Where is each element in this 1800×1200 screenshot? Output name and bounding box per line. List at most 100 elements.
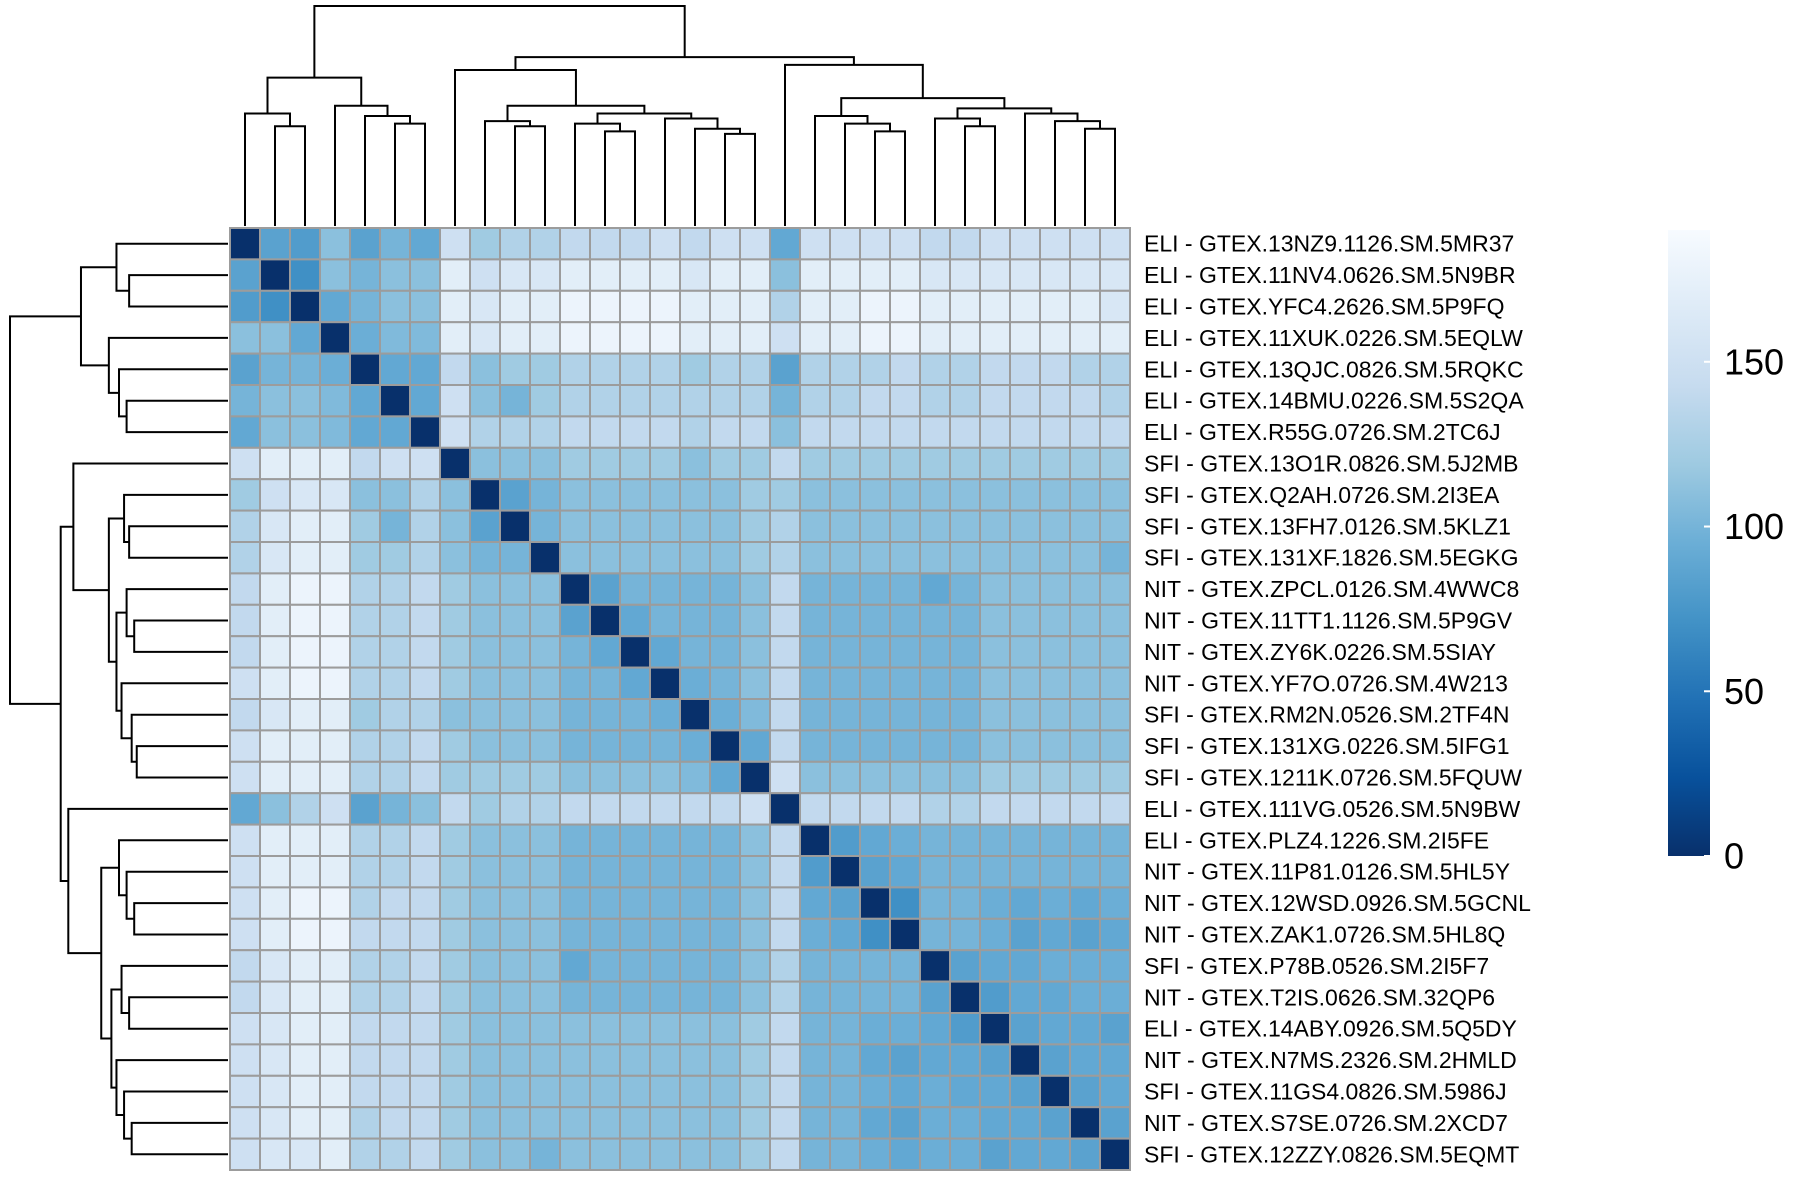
- heatmap-cell: [739, 321, 771, 355]
- heatmap-cell: [529, 446, 561, 481]
- heatmap-cell: [1039, 478, 1071, 512]
- heatmap-cell: [1099, 1106, 1131, 1140]
- heatmap-cell: [649, 886, 681, 920]
- heatmap-cell: [529, 227, 561, 261]
- heatmap-cell: [859, 1137, 891, 1171]
- heatmap-cell: [949, 258, 981, 292]
- heatmap-cell: [589, 823, 621, 857]
- heatmap-cell: [799, 509, 831, 544]
- heatmap-cell: [649, 446, 681, 481]
- heatmap-cell: [349, 792, 381, 826]
- heatmap-cell: [1069, 823, 1101, 857]
- heatmap-cell: [439, 886, 471, 920]
- row-label: NIT - GTEX.12WSD.0926.SM.5GCNL: [1144, 890, 1531, 916]
- heatmap-cell: [439, 572, 471, 606]
- heatmap-cell: [889, 478, 921, 512]
- heatmap-cell: [289, 1043, 321, 1077]
- heatmap-cell: [259, 886, 291, 920]
- heatmap-cell: [439, 792, 471, 826]
- row-label: SFI - GTEX.12ZZY.0826.SM.5EQMT: [1144, 1141, 1519, 1167]
- heatmap-cell: [349, 572, 381, 606]
- heatmap-cell: [469, 258, 501, 292]
- heatmap-cell: [469, 917, 501, 952]
- heatmap-cell: [859, 760, 891, 795]
- heatmap-cell: [289, 289, 321, 324]
- heatmap-cell: [379, 760, 411, 795]
- dendrogram-branch: [964, 125, 996, 226]
- heatmap-cell: [949, 792, 981, 826]
- heatmap-cell: [469, 635, 501, 669]
- row-label: SFI - GTEX.11GS4.0826.SM.5986J: [1144, 1079, 1507, 1105]
- heatmap-cell: [1039, 949, 1071, 983]
- heatmap-cell: [799, 384, 831, 418]
- heatmap-cell: [709, 1137, 741, 1171]
- heatmap-cell: [589, 603, 621, 638]
- heatmap-cell: [1039, 886, 1071, 920]
- heatmap-cell: [1099, 1137, 1131, 1171]
- heatmap-cell: [949, 446, 981, 481]
- heatmap-cell: [439, 1074, 471, 1109]
- heatmap-cell: [409, 509, 441, 544]
- heatmap-cell: [919, 478, 951, 512]
- heatmap-cell: [709, 855, 741, 889]
- heatmap-cell: [1069, 321, 1101, 355]
- heatmap-cell: [679, 666, 711, 700]
- heatmap-cell: [979, 886, 1011, 920]
- heatmap-cell: [499, 478, 531, 512]
- heatmap-cell: [949, 855, 981, 889]
- heatmap-cell: [559, 509, 591, 544]
- heatmap-cell: [379, 1043, 411, 1077]
- heatmap-cell: [709, 415, 741, 449]
- heatmap-cell: [439, 603, 471, 638]
- heatmap-cell: [889, 698, 921, 732]
- heatmap-cell: [889, 258, 921, 292]
- heatmap-cell: [979, 415, 1011, 449]
- heatmap-cell: [1009, 980, 1041, 1014]
- heatmap-cell: [259, 572, 291, 606]
- heatmap-cell: [499, 1137, 531, 1171]
- heatmap-cell: [589, 917, 621, 952]
- heatmap-cell: [619, 289, 651, 324]
- heatmap-cell: [1099, 321, 1131, 355]
- heatmap-cell: [289, 384, 321, 418]
- heatmap-cell: [289, 1074, 321, 1109]
- heatmap-cell: [859, 509, 891, 544]
- row-label: ELI - GTEX.11XUK.0226.SM.5EQLW: [1144, 325, 1523, 351]
- heatmap-cell: [769, 289, 801, 324]
- row-label: NIT - GTEX.S7SE.0726.SM.2XCD7: [1144, 1110, 1508, 1136]
- heatmap-cell: [949, 289, 981, 324]
- heatmap-cell: [859, 289, 891, 324]
- heatmap-cell: [229, 666, 261, 700]
- heatmap-cell: [859, 1012, 891, 1046]
- heatmap-cell: [469, 949, 501, 983]
- heatmap-cell: [1039, 792, 1071, 826]
- heatmap-cell: [499, 1106, 531, 1140]
- heatmap-cell: [919, 541, 951, 575]
- heatmap-cell: [259, 321, 291, 355]
- heatmap-cell: [919, 855, 951, 889]
- heatmap-cell: [319, 509, 351, 544]
- heatmap-cell: [889, 635, 921, 669]
- heatmap-cell: [619, 760, 651, 795]
- heatmap-cell: [1099, 289, 1131, 324]
- heatmap-cell: [859, 666, 891, 700]
- heatmap-cell: [889, 352, 921, 387]
- heatmap-cell: [859, 572, 891, 606]
- heatmap-cell: [469, 321, 501, 355]
- heatmap-cell: [1099, 415, 1131, 449]
- heatmap-cell: [679, 415, 711, 449]
- heatmap-cell: [649, 541, 681, 575]
- heatmap-cell: [799, 321, 831, 355]
- heatmap-cell: [889, 446, 921, 481]
- heatmap-cell: [649, 509, 681, 544]
- heatmap-cell: [289, 635, 321, 669]
- heatmap-cell: [589, 1106, 621, 1140]
- heatmap-cell: [439, 949, 471, 983]
- heatmap-cell: [229, 1012, 261, 1046]
- heatmap-cell: [529, 509, 561, 544]
- heatmap-cell: [619, 1012, 651, 1046]
- heatmap-cell: [799, 1106, 831, 1140]
- heatmap-cell: [859, 949, 891, 983]
- heatmap-cell: [859, 635, 891, 669]
- heatmap-cell: [469, 666, 501, 700]
